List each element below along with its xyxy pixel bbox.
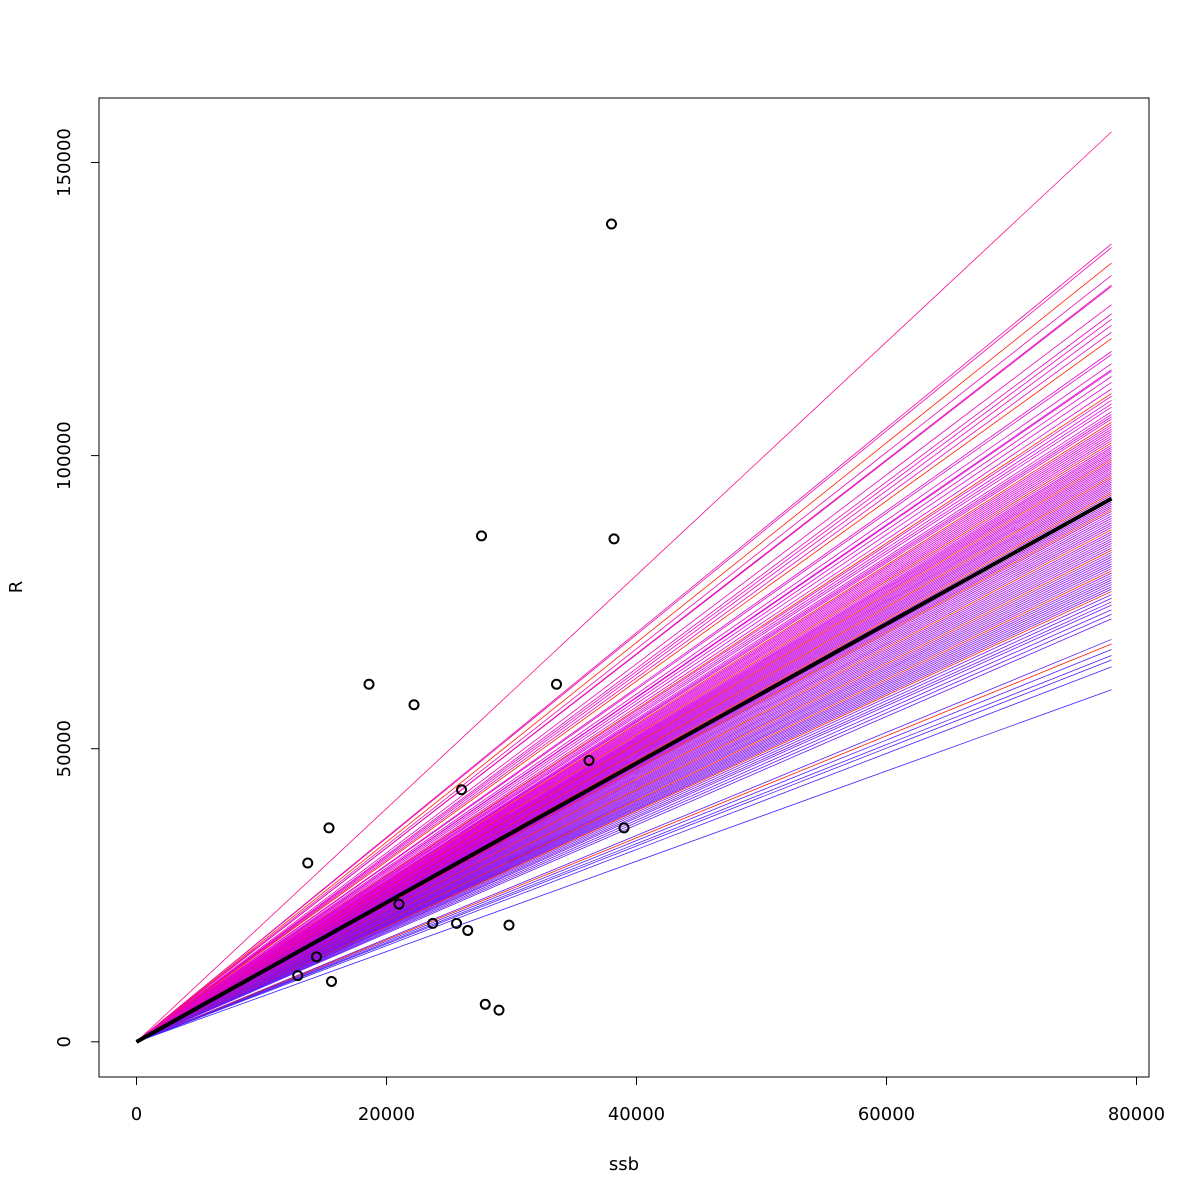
bootstrap-line (136, 313, 1112, 1043)
data-point (608, 533, 620, 545)
data-point (606, 218, 617, 230)
x-tick-label: 0 (131, 1104, 142, 1125)
data-point (462, 924, 474, 936)
bootstrap-line (136, 609, 1112, 1043)
bootstrap-line (136, 395, 1112, 1043)
bootstrap-line (136, 262, 1112, 1043)
bootstrap-line (136, 131, 1112, 1043)
x-axis-title: ssb (609, 1154, 639, 1175)
bootstrap-line (136, 418, 1112, 1043)
y-tick-label: 150000 (54, 128, 75, 197)
x-tick-label: 40000 (608, 1104, 665, 1125)
bootstrap-line (136, 649, 1112, 1043)
bootstrap-line (136, 354, 1112, 1043)
bootstrap-line (136, 275, 1112, 1043)
bootstrap-line (136, 319, 1112, 1043)
y-tick-label: 100000 (54, 421, 75, 490)
y-axis-title: R (6, 581, 27, 594)
data-point (503, 919, 515, 931)
data-point (408, 699, 420, 711)
data-point (456, 784, 467, 796)
y-tick-label: 50000 (54, 720, 75, 777)
bootstrap-line (136, 247, 1112, 1043)
bootstrap-line (136, 643, 1112, 1043)
x-tick-label: 20000 (358, 1104, 415, 1125)
bootstrap-line (136, 338, 1112, 1043)
data-point (476, 530, 487, 542)
bootstrap-line (136, 363, 1112, 1043)
x-axis: 0 20000 40000 60000 80000 (131, 1076, 1165, 1125)
data-point (583, 754, 595, 766)
bootstrap-line (136, 376, 1112, 1043)
data-points (292, 218, 630, 1016)
y-tick-label: 0 (54, 1036, 75, 1047)
bootstrap-line (136, 331, 1112, 1043)
data-point (551, 678, 562, 690)
bootstrap-line (136, 382, 1112, 1043)
y-axis: 0 50000 100000 150000 (54, 128, 100, 1048)
bootstrap-line (136, 594, 1112, 1043)
bootstrap-line (136, 659, 1112, 1043)
data-point (326, 975, 337, 987)
data-point (618, 822, 630, 834)
bootstrap-line (136, 388, 1112, 1043)
bootstrap-line (136, 689, 1112, 1043)
bootstrap-line (136, 406, 1112, 1043)
fit-line (135, 496, 1113, 1044)
data-point (451, 917, 462, 929)
x-tick-label: 60000 (858, 1104, 915, 1125)
bootstrap-line (136, 304, 1112, 1043)
bootstrap-line (136, 597, 1112, 1043)
data-point (479, 998, 491, 1010)
data-point (393, 898, 405, 910)
data-point (311, 951, 322, 963)
bootstrap-line (136, 324, 1112, 1043)
bootstrap-line (136, 370, 1112, 1043)
x-tick-label: 80000 (1108, 1104, 1165, 1125)
bootstrap-line (136, 639, 1112, 1043)
bootstrap-line (136, 399, 1112, 1043)
bootstrap-line (136, 286, 1112, 1043)
fit-line-layer (135, 496, 1113, 1044)
data-point (323, 822, 335, 834)
data-point (493, 1004, 505, 1016)
bootstrap-line (136, 243, 1112, 1043)
data-point (292, 970, 304, 982)
data-point (363, 678, 375, 690)
bootstrap-line (136, 403, 1112, 1043)
data-point (427, 917, 439, 929)
bootstrap-line (136, 591, 1112, 1043)
data-point (302, 857, 314, 869)
bootstrap-line (136, 601, 1112, 1043)
bootstrap-line (136, 655, 1112, 1043)
bootstrap-line (136, 351, 1112, 1043)
